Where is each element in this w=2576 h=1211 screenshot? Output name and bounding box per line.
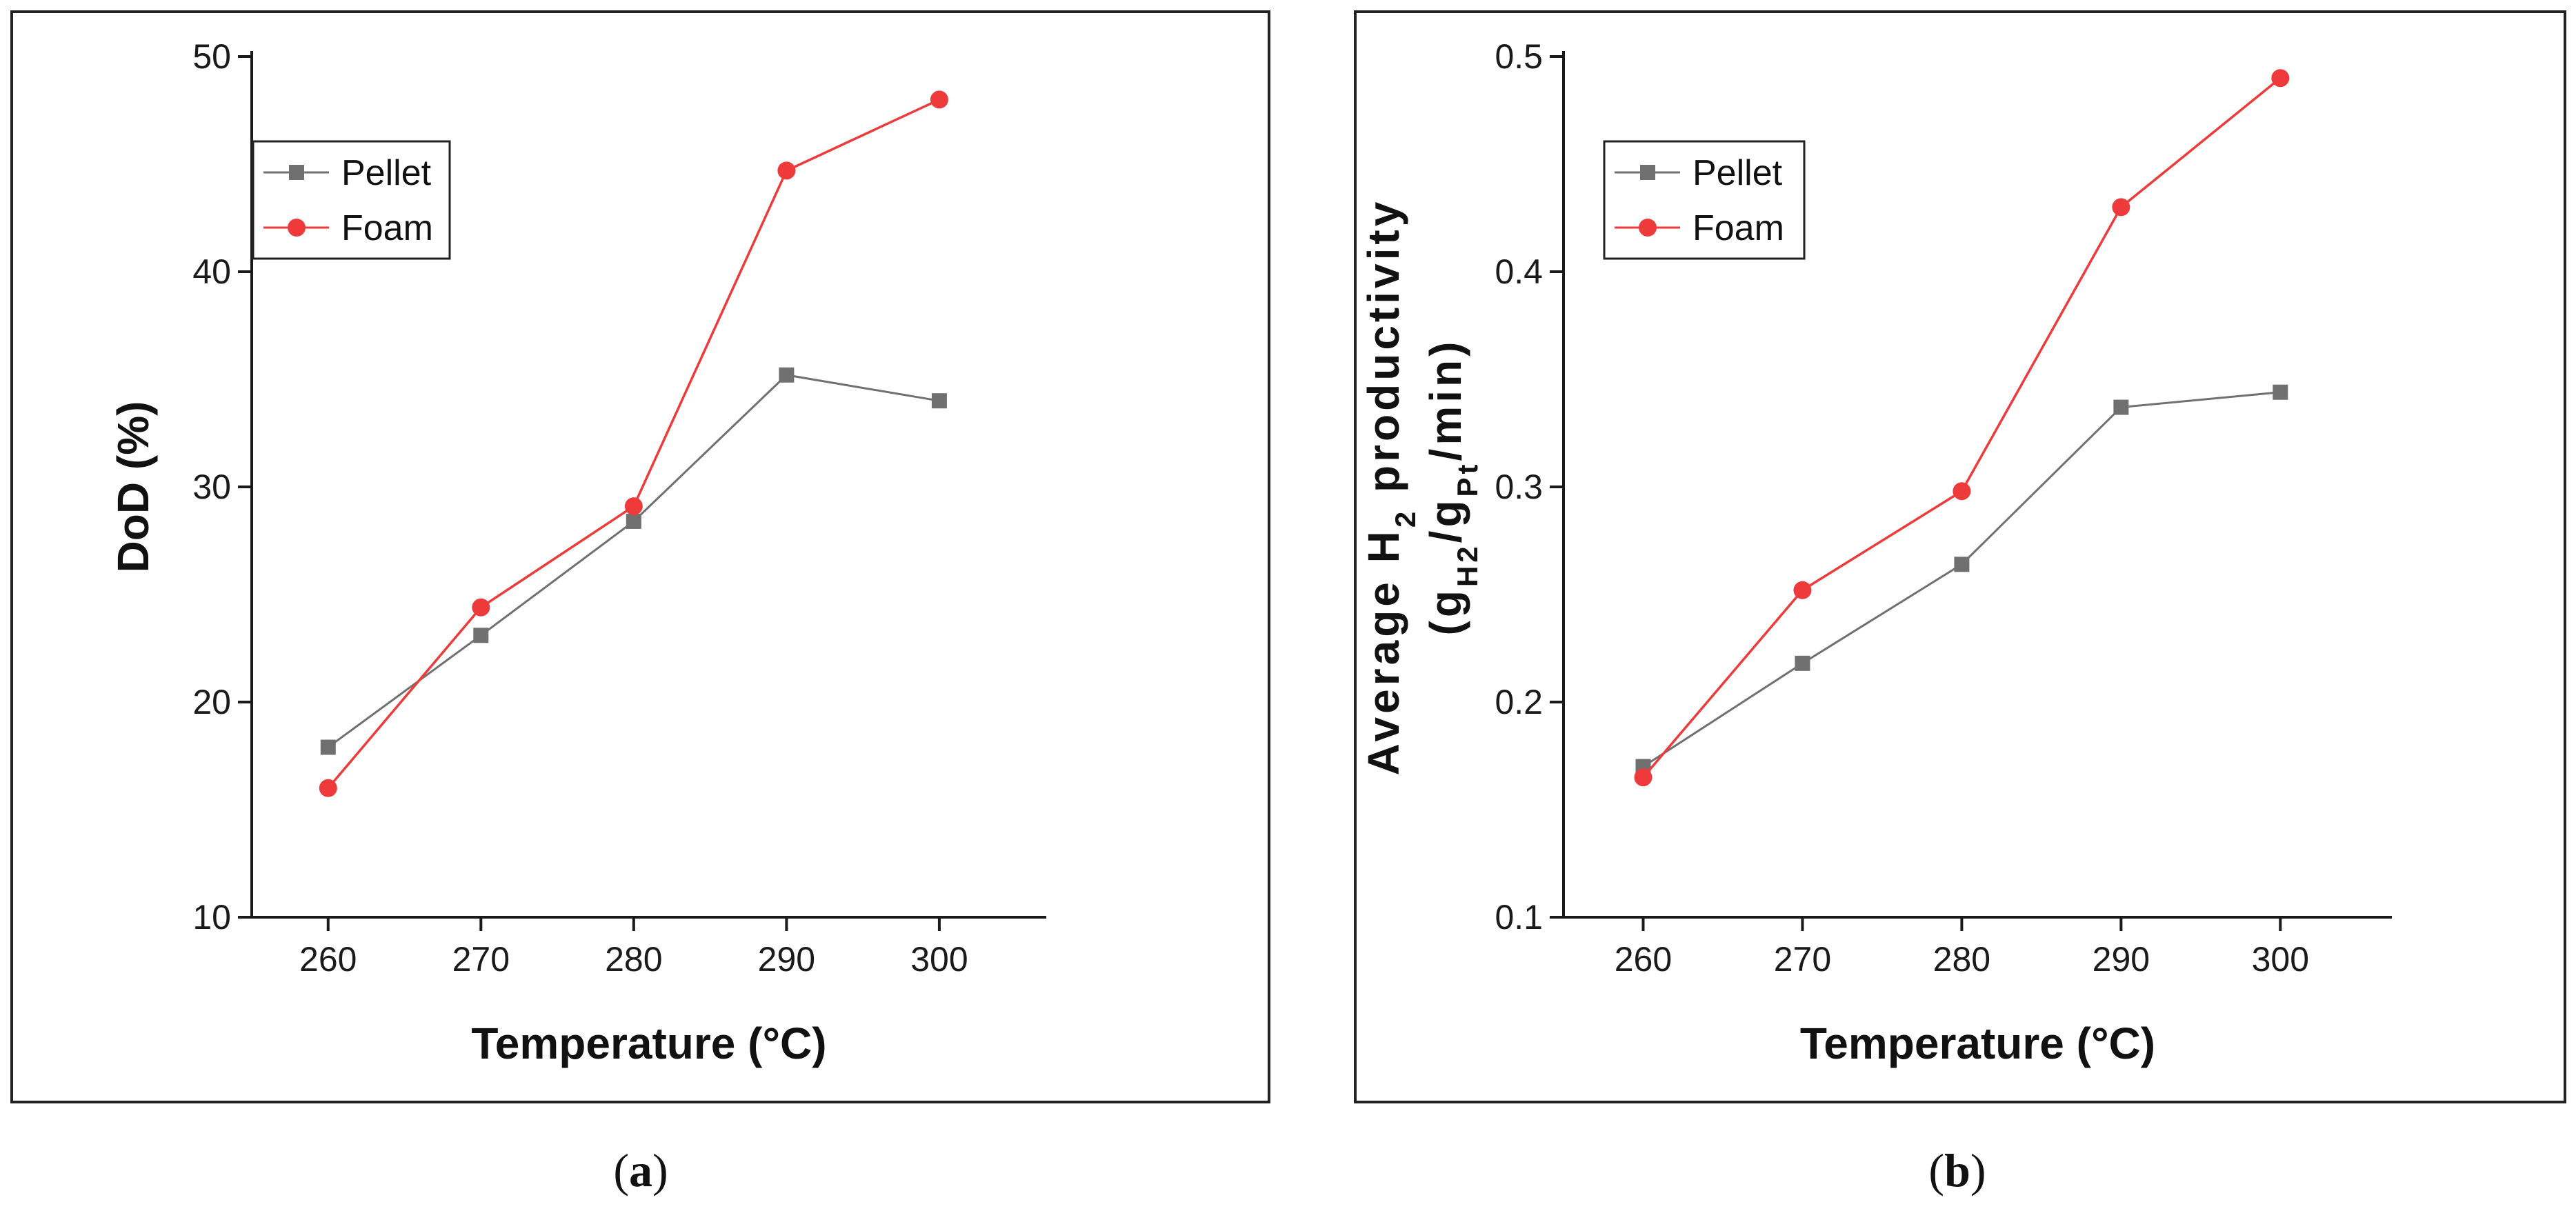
data-point-pellet: [931, 393, 947, 409]
data-point-pellet: [779, 367, 795, 383]
x-axis-title: Temperature (°C): [1800, 1019, 2155, 1068]
y-tick-label: 0.3: [1495, 468, 1543, 506]
legend: Pellet Foam: [252, 140, 451, 260]
panel-b: 260 270 280 290 300 0.1 0.2 0.3 0.4 0.5 Temperatur…: [1354, 10, 2566, 1197]
legend-box: [1603, 140, 1806, 260]
data-point-foam: [472, 598, 490, 617]
data-point-pellet: [2273, 384, 2288, 400]
series-line-pellet: [1642, 391, 2281, 768]
y-tick-label: 0.2: [1495, 683, 1543, 721]
x-tick-label: 260: [1615, 940, 1672, 979]
y-axis-title-subscript: 2: [1389, 508, 1421, 528]
y-axis-title-text: Average H: [1359, 528, 1408, 775]
y-axis-unit-subscript: H2: [1451, 543, 1484, 587]
data-point-pellet: [626, 513, 641, 529]
data-point-foam: [777, 161, 796, 180]
x-tick-label: 260: [299, 940, 357, 979]
panel-a: 260 270 280 290 300 10 20 30 40 50 Temperature (°C…: [10, 10, 1270, 1197]
data-point-foam: [1953, 482, 1971, 501]
data-point-pellet: [320, 739, 336, 755]
panel-a-caption: (a): [613, 1144, 668, 1197]
y-axis-title: DoD (%): [108, 401, 158, 573]
x-tick-label: 300: [910, 940, 968, 979]
x-tick-label: 290: [758, 940, 815, 979]
legend-label-pellet: Pellet: [1693, 153, 1783, 193]
data-point-foam: [930, 90, 948, 109]
y-tick-label: 40: [192, 252, 231, 291]
data-point-pellet: [2113, 399, 2129, 415]
y-tick-label: 10: [192, 898, 231, 937]
x-axis-title: Temperature (°C): [471, 1019, 826, 1068]
y-tick-label: 0.1: [1495, 898, 1543, 937]
y-axis-unit-text: (g: [1421, 587, 1470, 635]
data-point-pellet: [1795, 655, 1810, 671]
y-axis-title-line2: (gH2/gPt/min): [1421, 339, 1484, 636]
x-tick-label: 280: [1933, 940, 1990, 979]
legend-label-foam: Foam: [341, 208, 433, 248]
y-axis-title-line1: Average H2 productivity: [1359, 199, 1421, 776]
data-point-foam: [2112, 198, 2130, 217]
y-tick-label: 20: [192, 683, 231, 721]
data-point-foam: [2271, 69, 2290, 88]
x-tick-label: 270: [452, 940, 510, 979]
legend-marker-pellet: [1640, 165, 1655, 180]
data-point-pellet: [1954, 557, 1970, 572]
x-tick-label: 300: [2252, 940, 2309, 979]
legend-marker-foam: [1639, 219, 1657, 237]
legend-box: [252, 140, 451, 260]
data-point-foam: [1634, 768, 1653, 787]
legend-marker-pellet: [289, 165, 304, 180]
y-axis-title-text: productivity: [1359, 199, 1408, 508]
y-tick-label: 50: [192, 37, 231, 76]
panel-b-frame: [1354, 10, 2566, 1103]
y-tick-label: 30: [192, 468, 231, 506]
y-axis-unit-text: /g: [1421, 497, 1470, 543]
y-tick-label: 0.4: [1495, 252, 1543, 291]
panel-a-frame: [10, 10, 1270, 1103]
data-point-foam: [1793, 581, 1812, 599]
series-line-pellet: [327, 374, 940, 748]
legend-label-pellet: Pellet: [341, 153, 432, 193]
x-tick-label: 270: [1774, 940, 1831, 979]
panel-b-caption: (b): [1928, 1144, 1986, 1197]
panel-b-plot: 260 270 280 290 300 0.1 0.2 0.3 0.4 0.5 Temperatur…: [1359, 37, 2392, 1068]
x-tick-label: 290: [2093, 940, 2150, 979]
panel-a-plot: 260 270 280 290 300 10 20 30 40 50 Temperature (°C…: [108, 37, 1046, 1068]
y-axis-unit-subscript: Pt: [1451, 461, 1484, 497]
y-axis-unit-text: /min): [1421, 339, 1470, 461]
legend-label-foam: Foam: [1693, 208, 1784, 248]
data-point-pellet: [473, 628, 489, 643]
legend: Pellet Foam: [1603, 140, 1806, 260]
y-tick-label: 0.5: [1495, 37, 1543, 76]
data-point-foam: [624, 497, 643, 516]
x-tick-label: 280: [605, 940, 662, 979]
legend-marker-foam: [288, 219, 306, 237]
data-point-foam: [319, 779, 337, 797]
